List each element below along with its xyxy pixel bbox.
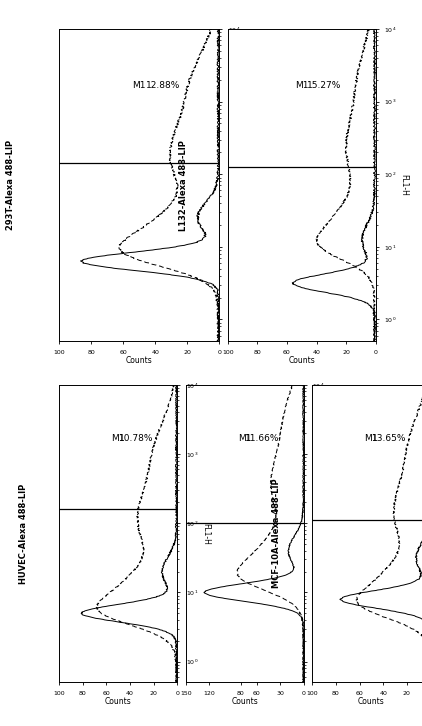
- Text: L132-Alexa 488-LIP: L132-Alexa 488-LIP: [179, 139, 188, 231]
- Text: 13.65%: 13.65%: [372, 434, 406, 443]
- Text: M1: M1: [295, 81, 308, 90]
- X-axis label: Counts: Counts: [288, 356, 315, 365]
- Text: 11.66%: 11.66%: [245, 434, 280, 443]
- Text: M1: M1: [133, 81, 146, 90]
- Text: MCF-10A-Alexa 488-LIP: MCF-10A-Alexa 488-LIP: [272, 479, 281, 588]
- Text: M1: M1: [111, 434, 125, 443]
- Text: 12.88%: 12.88%: [146, 81, 181, 90]
- X-axis label: Counts: Counts: [126, 356, 153, 365]
- Text: 15.27%: 15.27%: [307, 81, 341, 90]
- Text: 293T-Alexa 488-LIP: 293T-Alexa 488-LIP: [6, 140, 16, 230]
- Y-axis label: FL1-H: FL1-H: [243, 174, 252, 196]
- X-axis label: Counts: Counts: [358, 697, 385, 706]
- X-axis label: Counts: Counts: [105, 697, 132, 706]
- X-axis label: Counts: Counts: [231, 697, 258, 706]
- Y-axis label: FL1-H: FL1-H: [327, 523, 336, 544]
- Y-axis label: FL1-H: FL1-H: [399, 174, 408, 196]
- Text: M1: M1: [238, 434, 252, 443]
- Text: M1: M1: [365, 434, 378, 443]
- Y-axis label: FL1-H: FL1-H: [201, 523, 210, 544]
- Text: HUVEC-Alexa 488-LIP: HUVEC-Alexa 488-LIP: [19, 484, 28, 584]
- Text: 10.78%: 10.78%: [119, 434, 153, 443]
- Text: GES-1-Alexa 488-LIP: GES-1-Alexa 488-LIP: [146, 486, 155, 582]
